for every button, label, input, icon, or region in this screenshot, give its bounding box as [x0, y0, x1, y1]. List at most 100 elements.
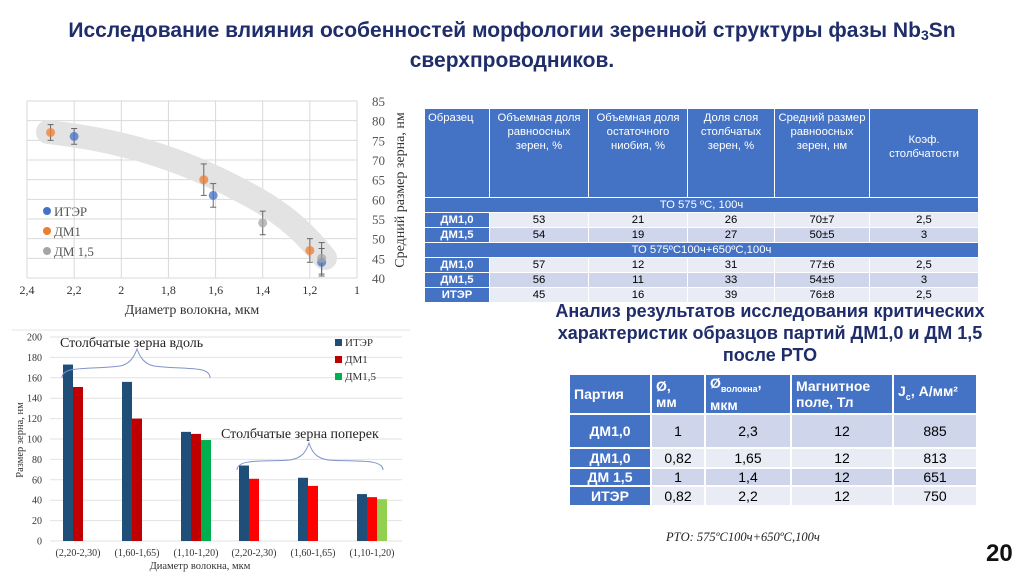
bar [181, 431, 191, 541]
table2-cell: 2,3 [704, 413, 792, 449]
table-row: ДМ1,0 57 12 31 77±6 2,5 [424, 257, 979, 273]
y-tick-label: 80 [372, 114, 385, 129]
scatter-chart: 40 45 50 55 60 65 70 75 80 85 2,4 2,2 2 1,8 1,6 1,4 1,2… [20, 94, 409, 318]
table2-header-row: Партия Ø, мм Øволокна, мкм Магнитное поле, … [568, 373, 978, 415]
y-tick-label: 80 [32, 455, 42, 466]
y-tick-label: 55 [372, 212, 385, 227]
y-tick-label: 200 [27, 333, 42, 344]
y-tick-label: 20 [32, 516, 42, 527]
x-tick-label: 2,4 [20, 283, 35, 297]
title-text-end: Sn [928, 19, 956, 42]
table2-header-field: Магнитное поле, Тл [790, 373, 894, 415]
table1-cell: 54±5 [774, 272, 870, 288]
table1-cell: 2,5 [869, 287, 979, 303]
table2-cell: ИТЭР [568, 485, 652, 507]
legend-marker [335, 339, 342, 346]
table1-header: Доля слоя столбчатых зерен, % [687, 108, 775, 198]
table1-cell: ИТЭР [424, 287, 490, 303]
table2-header-jc: Jc, А/мм² [892, 373, 978, 415]
x-tick-label: 1,6 [208, 283, 223, 297]
legend-label: ДМ1,5 [345, 371, 377, 383]
table1-cell: 33 [687, 272, 775, 288]
header-text: Ø [710, 375, 721, 392]
scatter-y-label: Средний размер зерна, нм [393, 112, 408, 268]
scatter-x-ticks: 2,4 2,2 2 1,8 1,6 1,4 1,2 1 [20, 283, 361, 297]
y-tick-label: 45 [372, 251, 385, 266]
table-row: ДМ1,0 53 21 26 70±7 2,5 [424, 212, 979, 228]
legend-label: ДМ1 [54, 224, 81, 239]
table1-header-row: Образец Объемная доля равноосных зерен, … [424, 108, 979, 198]
table-row: ДМ1,5 54 19 27 50±5 3 [424, 227, 979, 243]
table2-header-fiber-diameter: Øволокна, мкм [704, 373, 792, 415]
table2-cell: 750 [892, 485, 978, 507]
scatter-legend: ИТЭР ДМ1 ДМ 1,5 [43, 204, 94, 259]
table-row: ДМ1,5 56 11 33 54±5 3 [424, 272, 979, 288]
table2-cell: 813 [892, 447, 978, 469]
header-subscript: c [905, 391, 911, 402]
data-point [305, 245, 315, 255]
table1-cell: 11 [588, 272, 688, 288]
bar-bars [63, 364, 387, 541]
header-text: Партия [574, 386, 624, 402]
table1-cell: 16 [588, 287, 688, 303]
bar-x-label: Диаметр волокна, мкм [150, 561, 251, 572]
header-text: Магнитное [796, 378, 871, 394]
bar-y-label: Размер зерна, нм [15, 402, 26, 478]
brace-across [236, 441, 384, 471]
y-tick-label: 50 [372, 232, 385, 247]
morphology-table: Образец Объемная доля равноосных зерен, … [424, 108, 979, 303]
y-tick-label: 40 [372, 271, 385, 286]
legend-marker [43, 247, 51, 255]
x-tick-label: 2,2 [67, 283, 82, 297]
x-tick-label: 1,4 [255, 283, 270, 297]
table1-cell: ДМ1,5 [424, 227, 490, 243]
table1-cell: 3 [869, 227, 979, 243]
x-tick-label: (1,60-1,65) [291, 548, 336, 559]
legend-label: ДМ1 [345, 354, 368, 366]
table2-cell: 12 [790, 447, 894, 469]
legend-marker [335, 373, 342, 380]
header-text: , [757, 375, 762, 392]
critical-characteristics-table: Партия Ø, мм Øволокна, мкм Магнитное поле, … [568, 373, 978, 507]
table1-cell: 12 [588, 257, 688, 273]
header-text: J [898, 383, 906, 400]
bar [367, 497, 377, 541]
table2-header-party: Партия [568, 373, 652, 415]
table1-cell: 31 [687, 257, 775, 273]
y-tick-label: 100 [27, 435, 42, 446]
table1-cell: 27 [687, 227, 775, 243]
legend-label: ИТЭР [345, 337, 373, 349]
table2-cell: ДМ1,0 [568, 447, 652, 469]
section-subtitle: Анализ результатов исследования критичес… [555, 301, 985, 365]
table2-cell: 651 [892, 467, 978, 487]
bar [298, 477, 308, 541]
bar-legend: ИТЭР ДМ1 ДМ1,5 [335, 337, 377, 383]
bar [132, 418, 142, 541]
bar [308, 485, 318, 541]
scatter-points [46, 124, 327, 277]
table-row: ДМ 1,5 1 1,4 12 651 [568, 467, 978, 487]
title-text: Исследование влияния особенностей морфол… [68, 19, 921, 42]
table1-header: Объемная доля остаточного ниобия, % [588, 108, 688, 198]
title-line2: сверхпроводников. [409, 49, 615, 72]
table1-group-label: ТО 575ºС100ч+650ºС,100ч [424, 242, 979, 258]
table2-cell: 1 [650, 467, 706, 487]
table2-cell: 1 [650, 413, 706, 449]
header-text: Ø, [656, 378, 671, 394]
legend-marker [335, 356, 342, 363]
table1-cell: ДМ1,0 [424, 257, 490, 273]
header-text: мм [656, 394, 677, 410]
scatter-x-label: Диаметр волокна, мкм [125, 303, 260, 318]
table-row: ДМ1,0 0,82 1,65 12 813 [568, 447, 978, 469]
y-tick-label: 75 [372, 133, 385, 148]
table1-cell: ДМ1,0 [424, 212, 490, 228]
bar [73, 386, 83, 541]
bar [63, 364, 73, 541]
table1-cell: 2,5 [869, 257, 979, 273]
header-subscript: волокна [720, 383, 758, 394]
table2-header-diameter: Ø, мм [650, 373, 706, 415]
scatter-y-ticks: 40 45 50 55 60 65 70 75 80 85 [372, 94, 385, 286]
brace-along [61, 347, 211, 379]
table1-cell: 26 [687, 212, 775, 228]
